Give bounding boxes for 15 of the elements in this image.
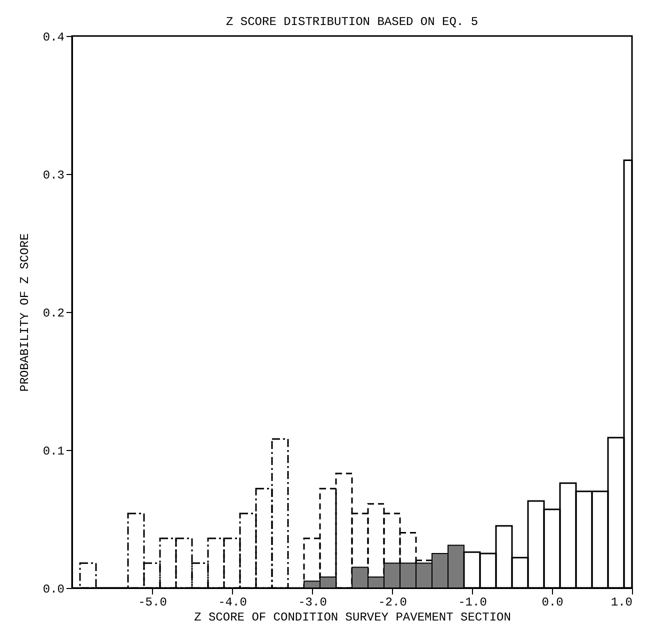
y-tick-label: 0.3 bbox=[42, 168, 64, 182]
y-tick-label: 0.2 bbox=[42, 306, 64, 320]
x-tick-label: -1.0 bbox=[458, 596, 487, 610]
y-tick-label: 0.0 bbox=[42, 582, 64, 596]
x-tick-label: -2.0 bbox=[378, 596, 407, 610]
y-tick-label: 0.1 bbox=[42, 444, 64, 458]
chart-title: Z SCORE DISTRIBUTION BASED ON EQ. 5 bbox=[226, 15, 478, 29]
x-axis-title: Z SCORE OF CONDITION SURVEY PAVEMENT SECTION bbox=[194, 610, 511, 624]
x-tick-label: -5.0 bbox=[138, 596, 167, 610]
x-tick-label: 1.0 bbox=[610, 596, 632, 610]
x-tick-label: -3.0 bbox=[298, 596, 327, 610]
x-tick-label: -4.0 bbox=[218, 596, 247, 610]
y-axis-title: PROBABILITY OF Z SCORE bbox=[18, 233, 32, 392]
x-tick-label: 0.0 bbox=[542, 596, 564, 610]
y-tick-label: 0.4 bbox=[42, 30, 64, 44]
